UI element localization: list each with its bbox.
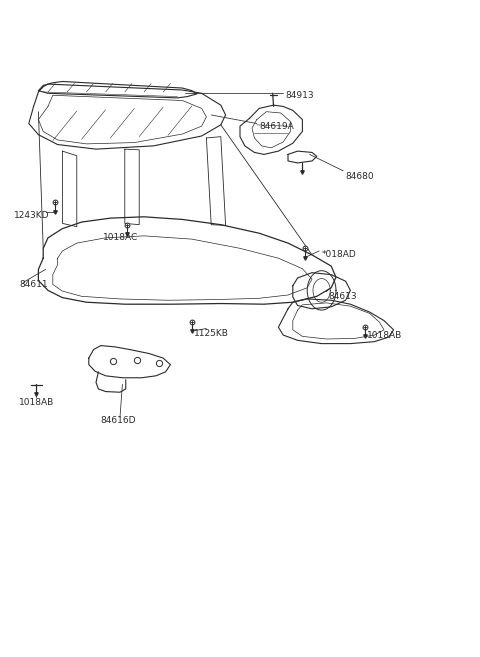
Text: 1125KB: 1125KB [194, 329, 229, 338]
Text: 1018AC: 1018AC [103, 233, 138, 242]
Text: 84611: 84611 [19, 280, 48, 289]
Text: 1018AB: 1018AB [367, 330, 402, 340]
Text: 1018AB: 1018AB [19, 397, 54, 407]
Text: 84913: 84913 [286, 91, 314, 100]
Text: *018AD: *018AD [322, 250, 356, 260]
Text: 84680: 84680 [346, 171, 374, 181]
Text: 84613: 84613 [329, 292, 358, 302]
Text: 1243KD: 1243KD [14, 211, 50, 220]
Text: 84619A: 84619A [259, 122, 294, 131]
Text: 84616D: 84616D [101, 416, 136, 425]
